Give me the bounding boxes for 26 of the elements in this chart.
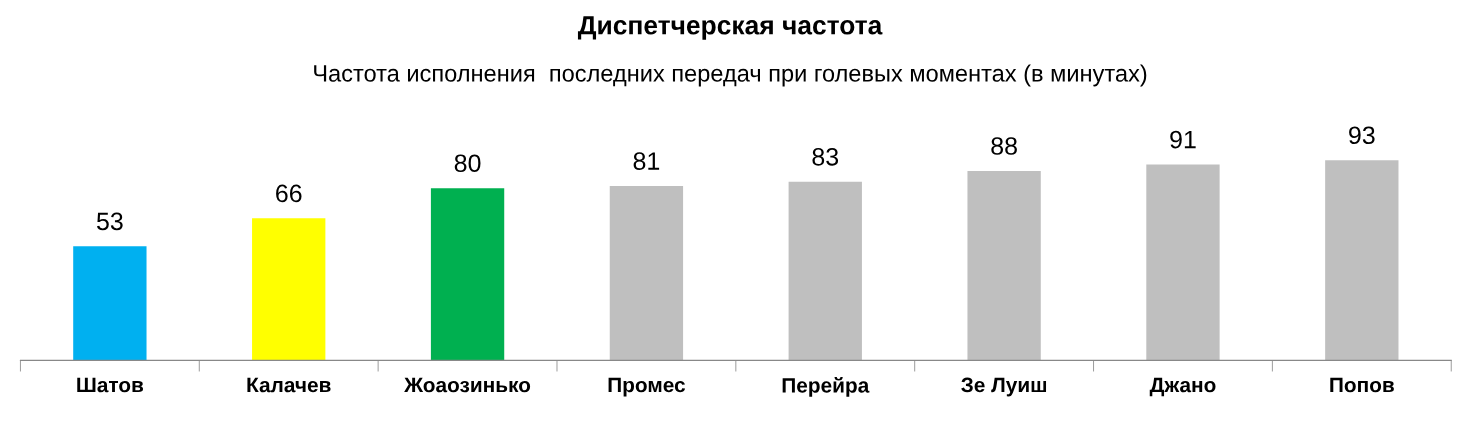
- bar: [73, 246, 147, 361]
- data-label: 83: [812, 147, 839, 166]
- bar: [430, 188, 505, 361]
- data-label: 53: [96, 212, 123, 231]
- bar: [788, 181, 862, 361]
- x-tick-label: Перейра: [782, 377, 870, 397]
- data-label: 93: [1349, 126, 1375, 145]
- data-label: 66: [276, 184, 302, 203]
- bar: [609, 185, 684, 361]
- bar: [967, 170, 1041, 361]
- data-label: 88: [991, 137, 1017, 155]
- x-tick-label: Промес: [608, 377, 686, 397]
- bar: [1146, 164, 1220, 361]
- x-tick-label: Зе Луиш: [961, 377, 1047, 397]
- x-tick-label: Калачев: [247, 377, 331, 393]
- chart-subtitle: Частота исполнения последних передач при голевых моментах (в минутах): [314, 64, 1147, 87]
- data-label: 81: [633, 152, 660, 170]
- bar: [1325, 160, 1399, 361]
- x-tick-label: Шатов: [77, 377, 144, 393]
- bar: [252, 218, 326, 361]
- chart-title: Диспетчерская частота: [577, 16, 883, 40]
- x-tick-label: Жоаозинько: [404, 377, 531, 393]
- data-label: 80: [454, 154, 481, 173]
- x-tick-label: Джано: [1149, 377, 1216, 397]
- data-label: 91: [1170, 130, 1196, 149]
- x-tick-label: Попов: [1330, 377, 1394, 393]
